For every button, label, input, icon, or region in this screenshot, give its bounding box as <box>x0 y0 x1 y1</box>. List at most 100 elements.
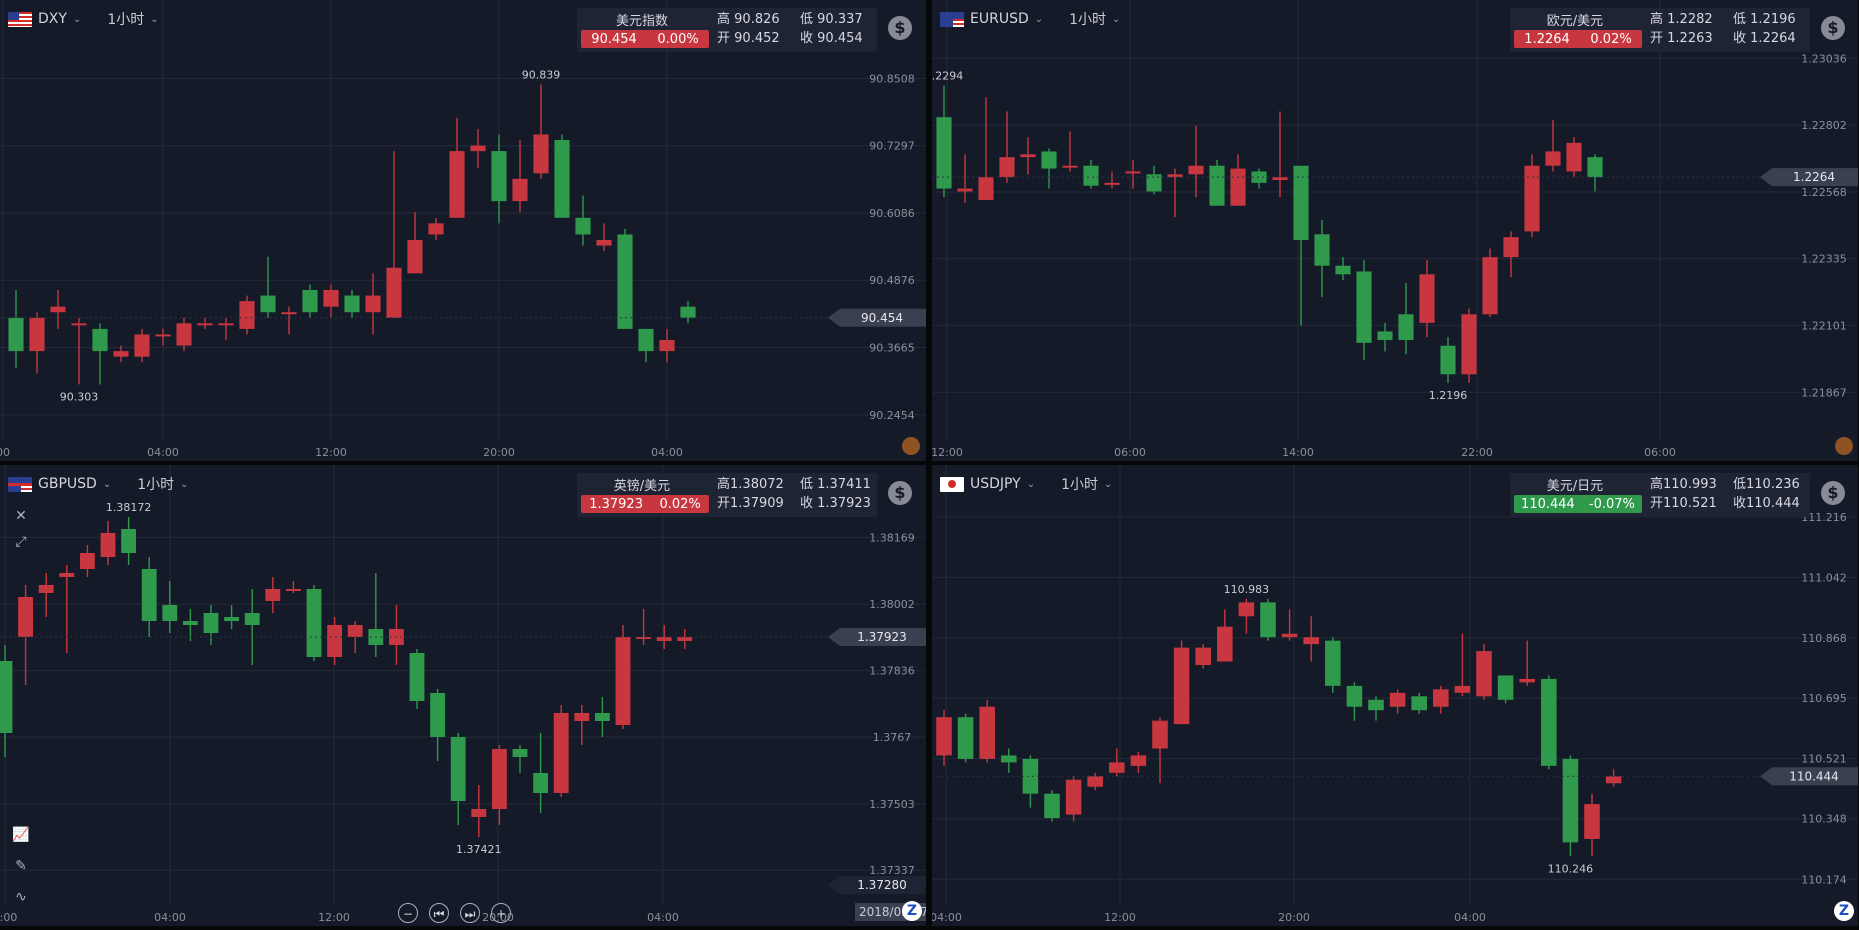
candle[interactable] <box>203 605 219 645</box>
candle[interactable] <box>1584 793 1600 857</box>
candle[interactable] <box>244 589 260 665</box>
zoom-in-icon[interactable]: + <box>491 903 511 923</box>
zoom-out-icon[interactable]: − <box>398 903 418 923</box>
candle[interactable] <box>218 317 234 340</box>
candle[interactable] <box>615 625 631 729</box>
chevron-down-icon[interactable]: ⌄ <box>72 13 82 25</box>
candle[interactable] <box>1497 675 1514 704</box>
symbol-selector[interactable]: USDJPY <box>970 476 1021 492</box>
candle[interactable] <box>323 284 339 318</box>
candle[interactable] <box>100 521 116 565</box>
chevron-down-icon[interactable]: ⌄ <box>1104 478 1113 490</box>
candle[interactable] <box>1062 131 1078 172</box>
symbol-selector[interactable]: GBPUSD <box>38 476 97 492</box>
candle[interactable] <box>1130 751 1147 773</box>
candle[interactable] <box>1398 282 1414 355</box>
expand-icon[interactable]: ⤢ <box>15 534 27 550</box>
candle[interactable] <box>79 545 95 577</box>
candle[interactable] <box>936 85 952 198</box>
interval-selector[interactable]: 1小时 <box>107 12 145 28</box>
wave-icon[interactable]: ∿ <box>15 889 27 905</box>
candle[interactable] <box>979 699 995 763</box>
candle[interactable] <box>281 306 297 335</box>
candle[interactable] <box>1083 160 1099 189</box>
chevron-down-icon[interactable]: ⌄ <box>150 13 159 25</box>
candle[interactable] <box>1605 769 1622 787</box>
symbol-selector[interactable]: DXY <box>38 11 67 27</box>
candle[interactable] <box>574 705 590 745</box>
candle[interactable] <box>428 217 444 240</box>
candle[interactable] <box>1251 168 1267 189</box>
candle[interactable] <box>1541 675 1557 770</box>
candle[interactable] <box>50 290 66 329</box>
candle[interactable] <box>1001 748 1017 773</box>
candle[interactable] <box>1377 322 1393 352</box>
candle[interactable] <box>407 212 423 274</box>
candle[interactable] <box>1419 260 1435 338</box>
dollar-icon[interactable]: $ <box>1821 16 1845 40</box>
candle[interactable] <box>1217 609 1233 662</box>
candle[interactable] <box>596 223 612 252</box>
candlestick-chart[interactable]: 111.216 111.042 110.868 110.695 110.521 110.3… <box>932 465 1858 926</box>
candle[interactable] <box>1022 755 1039 808</box>
candle[interactable] <box>1109 748 1125 777</box>
candle[interactable] <box>386 151 402 318</box>
candle[interactable] <box>265 577 281 613</box>
candle[interactable] <box>1476 644 1492 700</box>
step-forward-icon[interactable]: ⏭ <box>460 903 480 923</box>
candle[interactable] <box>638 328 654 363</box>
chart-panel-dxy[interactable]: 90.8508 90.7297 90.6086 90.4876 90.3665 90.24… <box>0 0 926 461</box>
candle[interactable] <box>1281 609 1298 641</box>
candle[interactable] <box>1461 308 1477 383</box>
candle[interactable] <box>409 649 425 709</box>
candle[interactable] <box>365 273 381 335</box>
candle[interactable] <box>1152 717 1168 784</box>
candle[interactable] <box>38 573 54 617</box>
candle[interactable] <box>470 128 486 168</box>
candle[interactable] <box>1260 598 1276 641</box>
candle[interactable] <box>1209 160 1225 206</box>
candle[interactable] <box>1503 231 1519 278</box>
candle[interactable] <box>176 317 192 352</box>
candle[interactable] <box>677 629 693 649</box>
candle[interactable] <box>29 312 45 374</box>
candle[interactable] <box>141 557 157 637</box>
candle[interactable] <box>1238 598 1255 634</box>
candle[interactable] <box>260 256 276 318</box>
dollar-icon[interactable]: $ <box>888 481 912 505</box>
candle[interactable] <box>113 345 129 363</box>
candle[interactable] <box>1167 168 1183 218</box>
candle[interactable] <box>1173 640 1190 725</box>
candle[interactable] <box>302 284 318 318</box>
candle[interactable] <box>1356 260 1372 360</box>
chevron-down-icon[interactable]: ⌄ <box>1026 478 1036 490</box>
candle[interactable] <box>344 290 360 318</box>
candle[interactable] <box>1293 165 1309 326</box>
close-icon[interactable]: ✕ <box>15 508 27 524</box>
candle[interactable] <box>1272 111 1288 198</box>
candle[interactable] <box>1346 682 1363 721</box>
candle[interactable] <box>0 645 13 757</box>
candlestick-chart[interactable]: 1.23036 1.22802 1.22568 1.22335 1.22101 1.218… <box>932 0 1858 461</box>
candle[interactable] <box>575 195 591 246</box>
chevron-down-icon[interactable]: ⌄ <box>180 478 189 490</box>
candle[interactable] <box>553 705 569 797</box>
candle[interactable] <box>8 290 24 368</box>
candle[interactable] <box>449 117 465 218</box>
candle[interactable] <box>224 605 240 629</box>
candle[interactable] <box>1562 755 1579 857</box>
step-back-icon[interactable]: ⏮ <box>429 903 449 923</box>
candle[interactable] <box>617 228 633 329</box>
candle[interactable] <box>1065 776 1082 822</box>
candle[interactable] <box>1411 692 1427 714</box>
chevron-down-icon[interactable]: ⌄ <box>102 478 112 490</box>
candle[interactable] <box>1188 125 1204 198</box>
candle[interactable] <box>368 573 384 657</box>
candle[interactable] <box>121 517 137 565</box>
candle[interactable] <box>1041 148 1057 189</box>
candle[interactable] <box>512 140 528 213</box>
candle[interactable] <box>285 581 301 593</box>
candle[interactable] <box>1087 772 1103 791</box>
candle[interactable] <box>471 785 487 837</box>
candle[interactable] <box>491 745 507 825</box>
